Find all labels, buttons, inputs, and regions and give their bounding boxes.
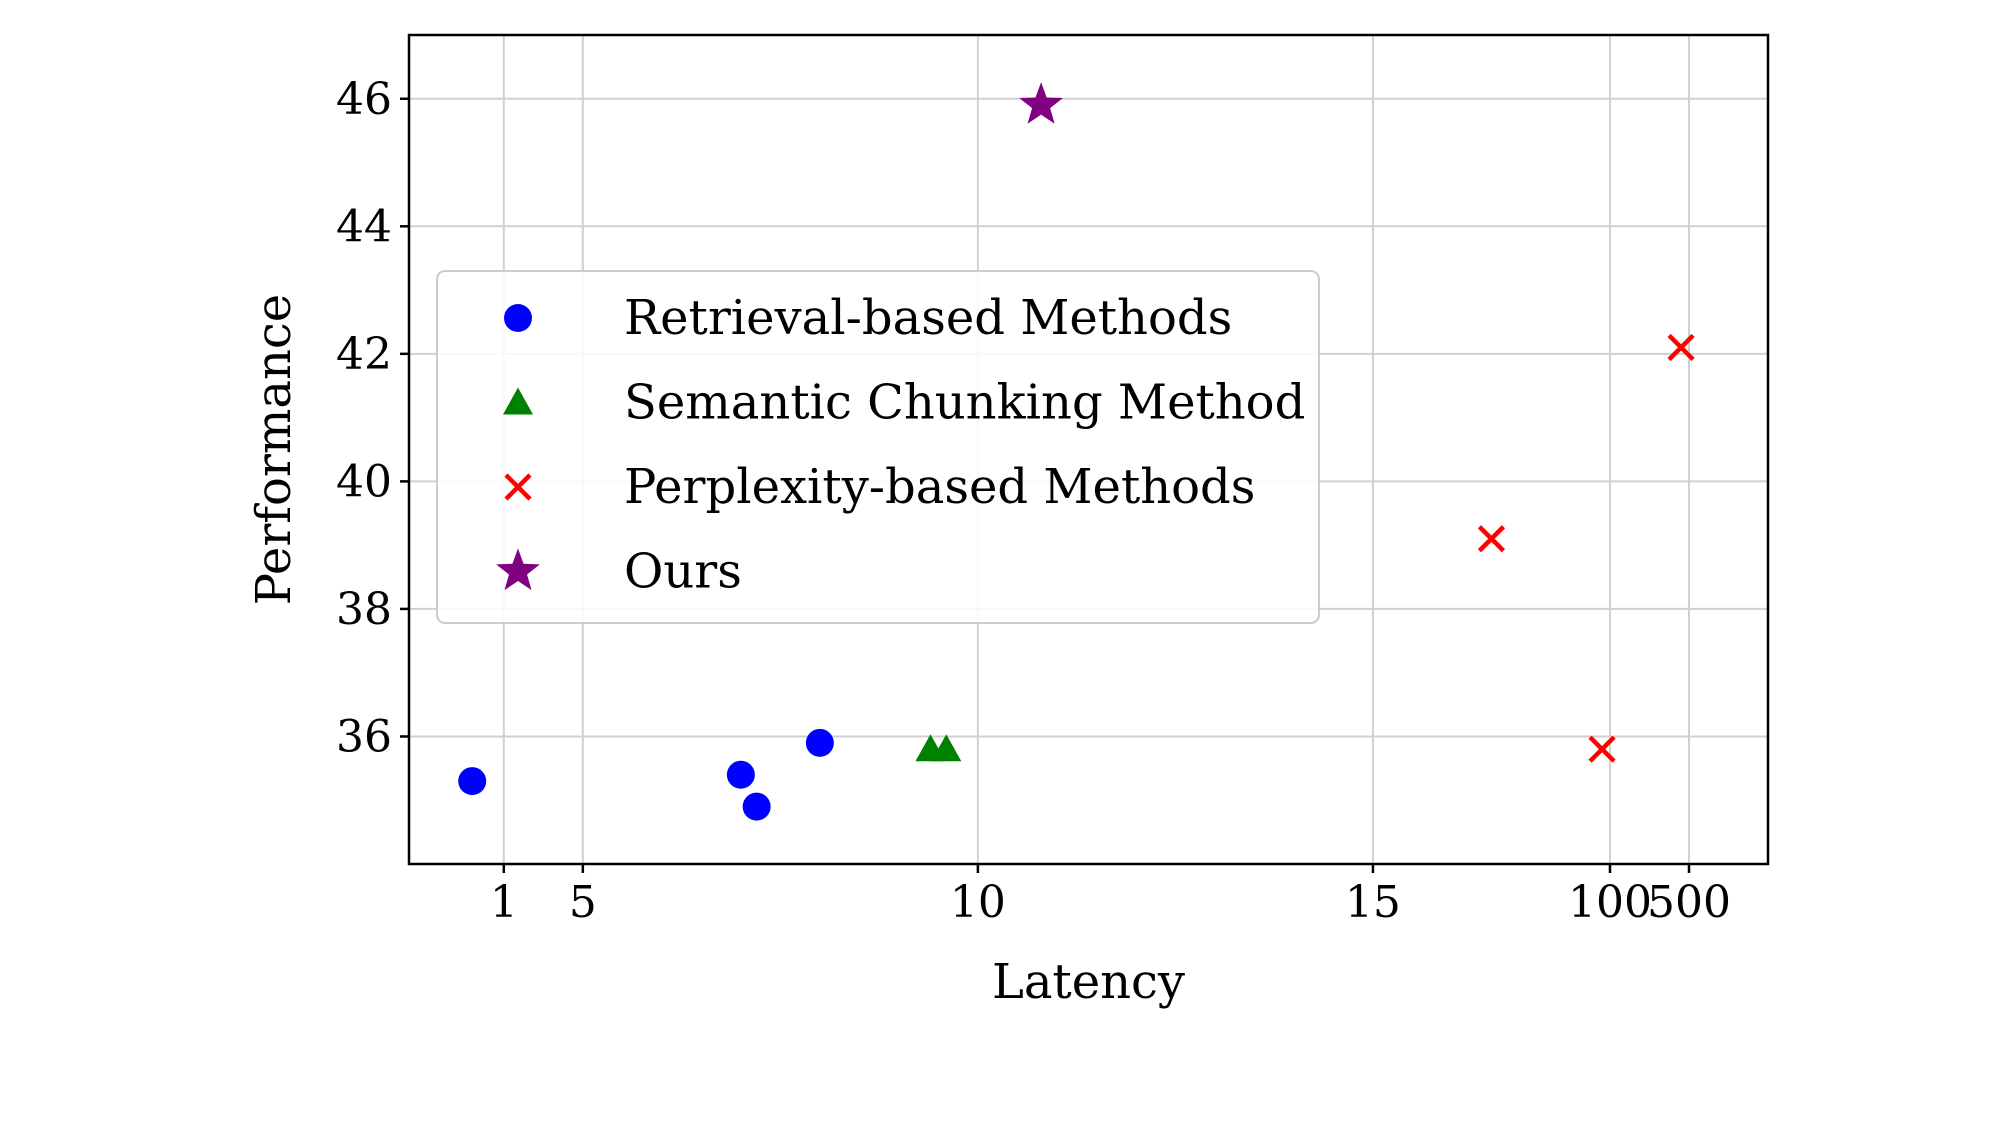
y-axis-label: Performance: [246, 294, 302, 605]
legend-item-label: Ours: [624, 544, 742, 600]
legend-triangle-icon: [503, 387, 533, 415]
y-tick-label: 42: [336, 329, 392, 380]
x-data-point: [1667, 333, 1695, 362]
x-data-point: [1477, 525, 1506, 553]
x-tick-label: 500: [1647, 877, 1731, 928]
x-tick-label: 100: [1568, 877, 1652, 928]
star-data-point: [1019, 82, 1063, 124]
legend-star-icon: [496, 548, 540, 591]
triangle-data-point: [931, 734, 962, 762]
y-tick-label: 44: [336, 201, 392, 252]
legend-box: [436, 270, 1320, 624]
legend-circle-icon: [504, 304, 532, 332]
legend-item-label: Perplexity-based Methods: [624, 459, 1255, 515]
legend-item-label: Retrieval-based Methods: [624, 290, 1232, 346]
plot-frame: [407, 33, 1770, 866]
circle-data-point: [726, 760, 755, 789]
x-data-point: [1588, 735, 1616, 763]
legend-x-icon: [504, 473, 532, 501]
x-tick-label: 1: [490, 877, 518, 928]
x-tick-label: 10: [950, 877, 1006, 928]
circle-data-point: [742, 792, 771, 821]
circle-data-point: [458, 767, 487, 796]
data-points: [458, 82, 1695, 821]
y-tick-label: 40: [336, 456, 392, 507]
circle-data-point: [805, 728, 834, 757]
y-tick-label: 36: [336, 711, 392, 762]
legend: Retrieval-based Methods Semantic Chunking…: [436, 270, 1320, 624]
x-tick-label: 5: [569, 877, 597, 928]
y-tick-label: 38: [336, 584, 392, 635]
x-tick-label: 15: [1345, 877, 1401, 928]
legend-item-label: Semantic Chunking Method: [624, 375, 1305, 431]
y-tick-label: 46: [336, 74, 392, 125]
x-axis-label: Latency: [992, 954, 1185, 1010]
